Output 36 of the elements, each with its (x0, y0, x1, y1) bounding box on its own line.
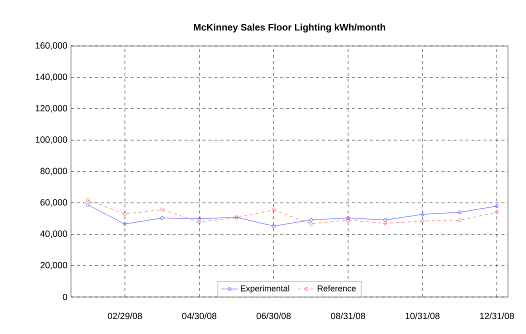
point (123, 222, 127, 226)
point (495, 210, 499, 214)
y-tick-label: 40,000 (40, 230, 68, 238)
point (420, 219, 424, 223)
point (383, 222, 388, 226)
point (86, 198, 90, 202)
x-tick-label: 06/30/08 (256, 312, 291, 320)
point (458, 210, 462, 214)
x-tick-label: 12/31/08 (480, 312, 514, 320)
y-tick-label: 100,000 (36, 136, 68, 144)
x-tick-label: 04/30/08 (182, 312, 216, 320)
point (272, 224, 276, 228)
x-tick-label: 08/31/08 (330, 312, 366, 320)
point (160, 208, 164, 212)
point (198, 216, 202, 221)
chart-title: McKinney Sales Floor Lighting kWh/month (194, 24, 386, 32)
point (160, 216, 164, 220)
point (123, 212, 127, 216)
legend-label: Experimental (240, 285, 290, 294)
point (309, 222, 313, 226)
point (420, 212, 424, 216)
y-tick-label: 0 (62, 294, 68, 300)
x-tick-label: 02/29/08 (108, 312, 142, 320)
x-tick-label: 10/31/08 (406, 312, 440, 320)
y-tick-label: 120,000 (36, 105, 68, 112)
point (383, 218, 388, 222)
y-tick-label: 140,000 (36, 74, 68, 82)
y-tick-label: 60,000 (40, 199, 68, 207)
y-tick-label: 160,000 (36, 42, 68, 50)
y-tick-label: 20,000 (40, 262, 68, 270)
point (309, 218, 313, 222)
point (272, 208, 276, 212)
point (458, 218, 462, 222)
point (198, 220, 202, 224)
legend-label: Reference (318, 285, 356, 292)
y-tick-label: 80,000 (40, 168, 68, 176)
